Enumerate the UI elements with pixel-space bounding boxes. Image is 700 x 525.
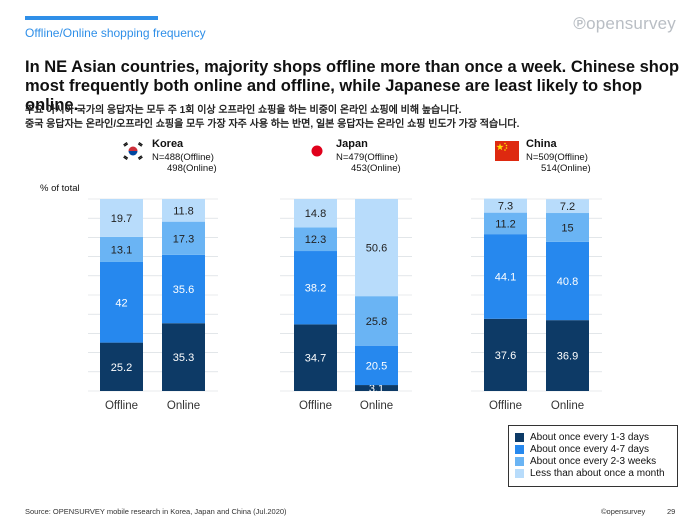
legend-item-1-3-days: About once every 1-3 days: [515, 431, 671, 443]
data-label: 7.3: [498, 201, 513, 213]
x-tick-label: Online: [167, 400, 200, 412]
data-label: 25.8: [366, 316, 387, 328]
x-tick-label: Offline: [299, 400, 332, 412]
legend-item-4-7-days: About once every 4-7 days: [515, 443, 671, 455]
data-label: 38.2: [305, 283, 326, 295]
data-label: 37.6: [495, 350, 516, 362]
data-label: 19.7: [111, 213, 132, 225]
data-label: 34.7: [305, 353, 326, 365]
data-label: 15: [561, 222, 573, 234]
data-label: 36.9: [557, 351, 578, 363]
data-label: 40.8: [557, 276, 578, 288]
section-accent-bar: [25, 16, 158, 20]
sample-size-offline-korea: N=488(Offline): [152, 152, 214, 163]
logo-text: opensurvey: [586, 14, 676, 33]
legend-swatch: [515, 444, 524, 454]
bar-segment-korea-offline-1: [100, 342, 143, 391]
legend-label: About once every 1-3 days: [530, 431, 649, 443]
sample-size-online-china: 514(Online): [541, 163, 591, 174]
legend-swatch: [515, 456, 524, 466]
bar-segment-china-online-1: [546, 320, 589, 391]
data-label: 42: [115, 297, 127, 309]
y-axis-label: % of total: [40, 183, 80, 194]
legend-label: About once every 2-3 weeks: [530, 455, 657, 467]
data-label: 3.1: [369, 383, 384, 395]
data-label: 35.3: [173, 352, 194, 364]
x-tick-label: Offline: [105, 400, 138, 412]
opensurvey-logo: ℗opensurvey: [573, 14, 676, 33]
bar-segment-japan-online-1: [355, 385, 398, 391]
bar-segment-china-online-3: [546, 213, 589, 242]
bar-segment-japan-offline-3: [294, 227, 337, 252]
legend-swatch: [515, 432, 524, 442]
x-tick-label: Offline: [489, 400, 522, 412]
bar-segment-korea-online-4: [162, 199, 205, 222]
data-label: 11.8: [173, 205, 194, 217]
legend-swatch: [515, 468, 524, 478]
legend-label: Less than about once a month: [530, 467, 665, 479]
source-note: Source: OPENSURVEY mobile research in Ko…: [25, 507, 287, 516]
bar-segment-korea-online-1: [162, 323, 205, 391]
data-label: 12.3: [305, 234, 326, 246]
bar-segment-korea-offline-4: [100, 199, 143, 237]
korea-flag-icon: [121, 139, 145, 163]
country-name-japan: Japan: [336, 138, 368, 150]
footer-brand: ©opensurvey: [601, 507, 646, 516]
country-name-korea: Korea: [152, 138, 184, 150]
page-headline: In NE Asian countries, majority shops of…: [25, 58, 680, 114]
data-label: 14.8: [305, 208, 326, 220]
data-label: 44.1: [495, 271, 516, 283]
bar-segment-china-offline-1: [484, 318, 527, 391]
x-tick-label: Online: [360, 400, 393, 412]
china-flag-icon: [495, 141, 519, 161]
data-label: 11.2: [495, 218, 516, 230]
data-label: 50.6: [366, 243, 387, 255]
bar-segment-japan-online-2: [355, 345, 398, 386]
bar-segment-korea-offline-3: [100, 236, 143, 262]
subtitle-line-1: 주요 아시아 국가의 응답자는 모두 주 1회 이상 오프라인 쇼핑을 하는 비…: [25, 105, 462, 116]
bar-segment-china-online-2: [546, 241, 589, 321]
sample-size-online-korea: 498(Online): [167, 163, 217, 174]
section-title: Offline/Online shopping frequency: [25, 26, 206, 40]
bar-segment-japan-offline-4: [294, 199, 337, 228]
sample-size-online-japan: 453(Online): [351, 163, 401, 174]
bar-segment-japan-offline-1: [294, 324, 337, 391]
data-label: 25.2: [111, 362, 132, 374]
legend-label: About once every 4-7 days: [530, 443, 649, 455]
bar-segment-china-online-4: [546, 199, 589, 214]
x-tick-label: Online: [551, 400, 584, 412]
sample-size-offline-china: N=509(Offline): [526, 152, 588, 163]
legend-item-less-than-monthly: Less than about once a month: [515, 467, 671, 479]
bar-segment-japan-online-4: [355, 199, 398, 297]
japan-flag-icon: [305, 139, 329, 163]
data-label: 13.1: [111, 244, 132, 256]
bar-segment-china-offline-2: [484, 234, 527, 319]
data-label: 35.6: [173, 284, 194, 296]
bar-segment-china-offline-4: [484, 198, 527, 213]
bar-segment-korea-offline-2: [100, 261, 143, 343]
bar-segment-korea-online-3: [162, 221, 205, 255]
chart-legend: About once every 1-3 days About once eve…: [508, 425, 678, 487]
sample-size-offline-japan: N=479(Offline): [336, 152, 398, 163]
data-label: 17.3: [173, 233, 194, 245]
bar-segment-china-offline-3: [484, 212, 527, 235]
page-number: 29: [667, 507, 676, 516]
bar-segment-japan-online-3: [355, 296, 398, 346]
data-label: 20.5: [366, 360, 387, 372]
country-name-china: China: [526, 138, 557, 150]
bar-segment-japan-offline-2: [294, 251, 337, 325]
data-label: 7.2: [560, 201, 575, 213]
page-subtitle: 주요 아시아 국가의 응답자는 모두 주 1회 이상 오프라인 쇼핑을 하는 비…: [25, 104, 685, 132]
legend-item-2-3-weeks: About once every 2-3 weeks: [515, 455, 671, 467]
subtitle-line-2: 중국 응답자는 온라인/오프라인 쇼핑을 모두 가장 자주 사용 하는 반면, …: [25, 119, 520, 130]
bar-segment-korea-online-2: [162, 254, 205, 324]
